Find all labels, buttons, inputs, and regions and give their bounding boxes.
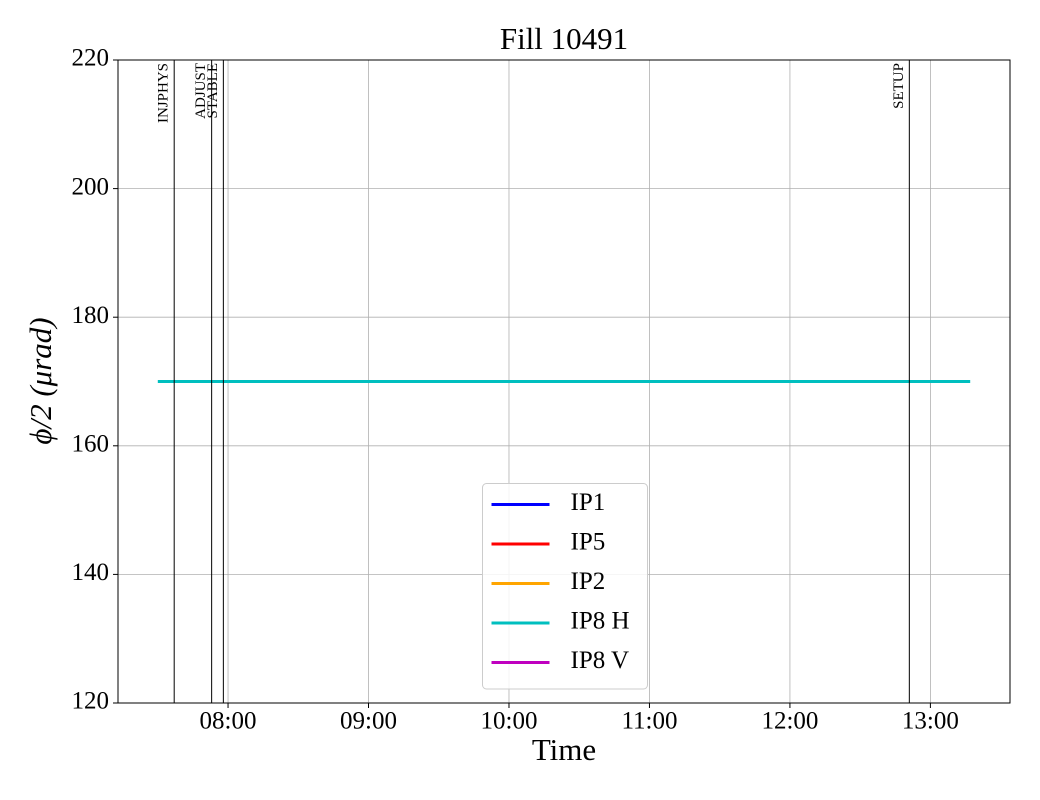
legend-label: IP2 [571, 568, 606, 595]
event-label: SETUP [891, 63, 907, 109]
event-label: STABLE [205, 63, 221, 118]
legend-label: IP8 H [571, 608, 630, 635]
chart-title: Fill 10491 [500, 21, 628, 56]
event-label: ADJUST [193, 63, 209, 119]
x-tick-label: 08:00 [200, 708, 257, 735]
x-tick-label: 12:00 [761, 708, 818, 735]
x-tick-label: 10:00 [481, 708, 538, 735]
x-tick-label: 13:00 [902, 708, 959, 735]
y-tick-label: 160 [72, 431, 110, 458]
y-tick-label: 220 [72, 45, 110, 72]
y-tick-label: 120 [72, 688, 110, 715]
y-axis-label: ϕ/2 (μrad) [23, 317, 58, 444]
x-tick-label: 11:00 [621, 708, 677, 735]
y-tick-label: 200 [72, 173, 110, 200]
y-tick-label: 140 [72, 559, 110, 586]
legend-box [482, 483, 648, 690]
legend-label: IP1 [571, 489, 606, 516]
y-tick-label: 180 [72, 302, 110, 329]
legend-label: IP5 [571, 529, 606, 556]
x-tick-label: 09:00 [340, 708, 397, 735]
plot-frame [117, 59, 1011, 704]
event-label: INJPHYS [156, 63, 172, 123]
legend-label: IP8 V [571, 647, 630, 674]
x-axis-label: Time [532, 732, 596, 767]
